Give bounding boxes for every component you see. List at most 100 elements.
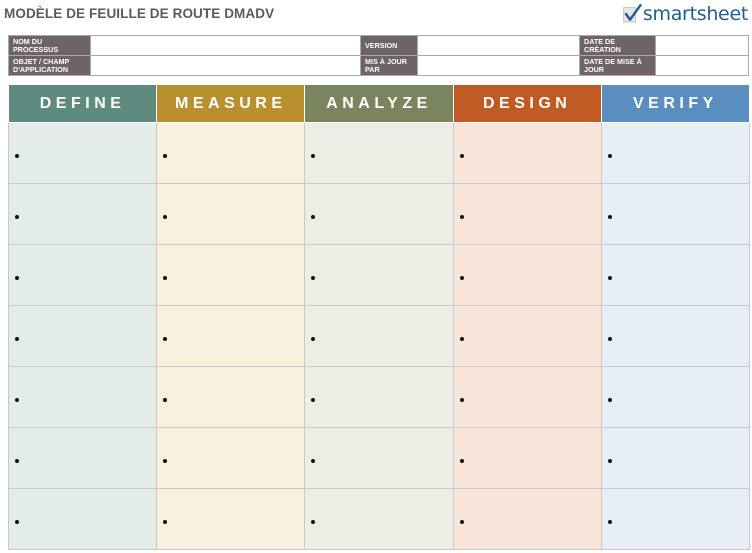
roadmap-cell-design[interactable] [452, 183, 602, 245]
bullet-point [311, 214, 316, 219]
roadmap-cell-analyze[interactable] [304, 488, 454, 550]
phase-header-measure: MEASURE [156, 84, 306, 123]
bullet-point [15, 519, 19, 524]
header-info-table: NOM DU PROCESSUS VERSION DATE DE CRÉATIO… [8, 35, 749, 76]
bullet-point [163, 397, 168, 402]
roadmap-cell-analyze[interactable] [304, 427, 454, 489]
roadmap-cell-measure[interactable] [156, 122, 306, 184]
bullet-point [311, 275, 316, 280]
roadmap-cell-verify[interactable] [600, 427, 751, 489]
bullet-point [15, 214, 19, 219]
bullet-point [607, 153, 612, 158]
bullet-point [459, 153, 464, 158]
roadmap-cell-define[interactable] [7, 427, 158, 489]
roadmap-cell-define[interactable] [7, 366, 158, 428]
process-name-label: NOM DU PROCESSUS [8, 35, 91, 56]
phase-header-verify: VERIFY [600, 84, 751, 123]
roadmap-cell-define[interactable] [7, 244, 158, 306]
roadmap-cell-measure[interactable] [156, 366, 306, 428]
bullet-point [163, 458, 168, 463]
bullet-point [163, 214, 168, 219]
creation-date-label: DATE DE CRÉATION [579, 35, 656, 56]
roadmap-cell-measure[interactable] [156, 244, 306, 306]
roadmap-cell-define[interactable] [7, 305, 158, 367]
roadmap-cell-measure[interactable] [156, 305, 306, 367]
bullet-point [311, 397, 316, 402]
version-field[interactable] [417, 35, 580, 56]
page-title: MODÈLE DE FEUILLE DE ROUTE DMADV [4, 6, 275, 21]
version-label: VERSION [360, 35, 418, 56]
roadmap-cell-design[interactable] [452, 366, 602, 428]
roadmap-cell-design[interactable] [452, 122, 602, 184]
bullet-point [15, 153, 19, 158]
bullet-point [459, 275, 464, 280]
bullet-point [607, 214, 612, 219]
update-date-label: DATE DE MISE À JOUR [579, 55, 656, 76]
info-row-1: NOM DU PROCESSUS VERSION DATE DE CRÉATIO… [8, 35, 749, 56]
roadmap-body [7, 122, 751, 550]
roadmap-row [7, 244, 751, 306]
process-name-field[interactable] [90, 35, 361, 56]
roadmap-cell-analyze[interactable] [304, 122, 454, 184]
roadmap-cell-analyze[interactable] [304, 244, 454, 306]
roadmap-cell-analyze[interactable] [304, 366, 454, 428]
roadmap-row [7, 488, 751, 550]
smartsheet-check-icon [623, 3, 642, 23]
bullet-point [459, 214, 464, 219]
bullet-point [311, 458, 316, 463]
roadmap-cell-define[interactable] [7, 183, 158, 245]
phase-header-row: DEFINE MEASURE ANALYZE DESIGN VERIFY [7, 84, 751, 123]
roadmap-cell-verify[interactable] [600, 122, 751, 184]
phase-header-design: DESIGN [452, 84, 602, 123]
bullet-point [311, 153, 316, 158]
roadmap-cell-verify[interactable] [600, 488, 751, 550]
bullet-point [163, 275, 168, 280]
bullet-point [459, 397, 464, 402]
bullet-point [163, 336, 168, 341]
bullet-point [607, 397, 612, 402]
bullet-point [607, 336, 612, 341]
creation-date-field[interactable] [655, 35, 749, 56]
bullet-point [163, 519, 168, 524]
updated-by-label: MIS À JOUR PAR [360, 55, 418, 76]
roadmap-cell-verify[interactable] [600, 366, 751, 428]
roadmap-cell-analyze[interactable] [304, 305, 454, 367]
bullet-point [607, 275, 612, 280]
roadmap-row [7, 305, 751, 367]
roadmap-row [7, 427, 751, 489]
bullet-point [459, 519, 464, 524]
roadmap-cell-design[interactable] [452, 244, 602, 306]
scope-field[interactable] [90, 55, 361, 76]
roadmap-cell-analyze[interactable] [304, 183, 454, 245]
bullet-point [311, 336, 316, 341]
roadmap-cell-measure[interactable] [156, 488, 306, 550]
roadmap-row [7, 183, 751, 245]
dmadv-roadmap-grid: DEFINE MEASURE ANALYZE DESIGN VERIFY [7, 84, 751, 550]
logo-wordmark: smartsheet [642, 3, 748, 25]
roadmap-cell-design[interactable] [452, 305, 602, 367]
bullet-point [163, 153, 168, 158]
roadmap-cell-verify[interactable] [600, 244, 751, 306]
roadmap-cell-measure[interactable] [156, 183, 306, 245]
roadmap-cell-design[interactable] [452, 488, 602, 550]
roadmap-cell-define[interactable] [7, 488, 158, 550]
update-date-field[interactable] [655, 55, 749, 76]
roadmap-cell-define[interactable] [7, 122, 158, 184]
phase-header-define: DEFINE [7, 84, 158, 123]
bullet-point [311, 519, 316, 524]
info-row-2: OBJET / CHAMP D'APPLICATION MIS À JOUR P… [8, 55, 749, 76]
bullet-point [459, 336, 464, 341]
updated-by-field[interactable] [417, 55, 580, 76]
roadmap-row [7, 366, 751, 428]
bullet-point [15, 397, 19, 402]
roadmap-cell-design[interactable] [452, 427, 602, 489]
roadmap-cell-verify[interactable] [600, 183, 751, 245]
roadmap-cell-measure[interactable] [156, 427, 306, 489]
roadmap-cell-verify[interactable] [600, 305, 751, 367]
roadmap-row [7, 122, 751, 184]
bullet-point [607, 519, 612, 524]
bullet-point [459, 458, 464, 463]
phase-header-analyze: ANALYZE [304, 84, 454, 123]
scope-label: OBJET / CHAMP D'APPLICATION [8, 55, 91, 76]
smartsheet-logo: smartsheet [622, 1, 748, 27]
